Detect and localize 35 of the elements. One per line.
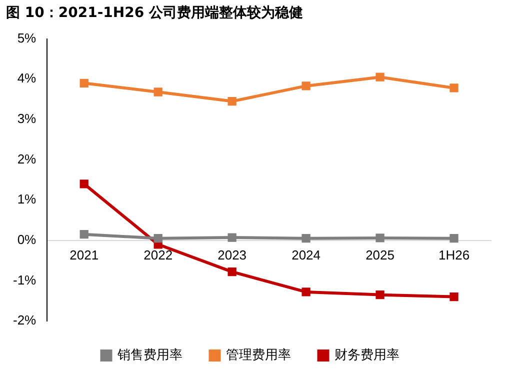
point <box>228 96 236 106</box>
point <box>302 288 310 296</box>
point <box>80 180 88 188</box>
point <box>80 230 88 239</box>
point <box>228 267 236 276</box>
point <box>228 233 236 242</box>
x-tick-label: 2021 <box>70 248 99 263</box>
x-tick-label: 1H26 <box>438 248 470 263</box>
legend-label: 财务费用率 <box>334 347 400 362</box>
y-tick-label: 1% <box>17 192 37 207</box>
legend-label: 管理费用率 <box>226 347 291 362</box>
point <box>154 234 162 243</box>
x-tick-label: 2024 <box>292 248 321 263</box>
point <box>154 88 162 96</box>
x-tick-label: 2025 <box>366 248 394 263</box>
point <box>302 234 310 243</box>
y-tick-label: 5% <box>17 30 37 46</box>
x-tick-label: 2022 <box>144 248 173 263</box>
chart-title: 图 10：2021-1H26 公司费用端整体较为稳健 <box>6 4 303 22</box>
point <box>450 292 458 302</box>
point <box>450 234 458 243</box>
point <box>302 82 310 90</box>
point <box>450 84 458 92</box>
y-tick-label: -1% <box>12 272 37 288</box>
x-tick-label: 2023 <box>218 248 247 263</box>
point <box>376 290 384 300</box>
y-tick-label: 0% <box>17 232 37 247</box>
y-tick-label: 4% <box>17 70 37 86</box>
point <box>376 234 384 242</box>
legend-label: 销售费用率 <box>116 347 182 362</box>
y-tick-label: 3% <box>17 111 37 126</box>
point <box>376 72 384 82</box>
y-tick-label: 2% <box>17 151 37 166</box>
point <box>80 78 88 88</box>
y-tick-label: -2% <box>12 312 37 328</box>
